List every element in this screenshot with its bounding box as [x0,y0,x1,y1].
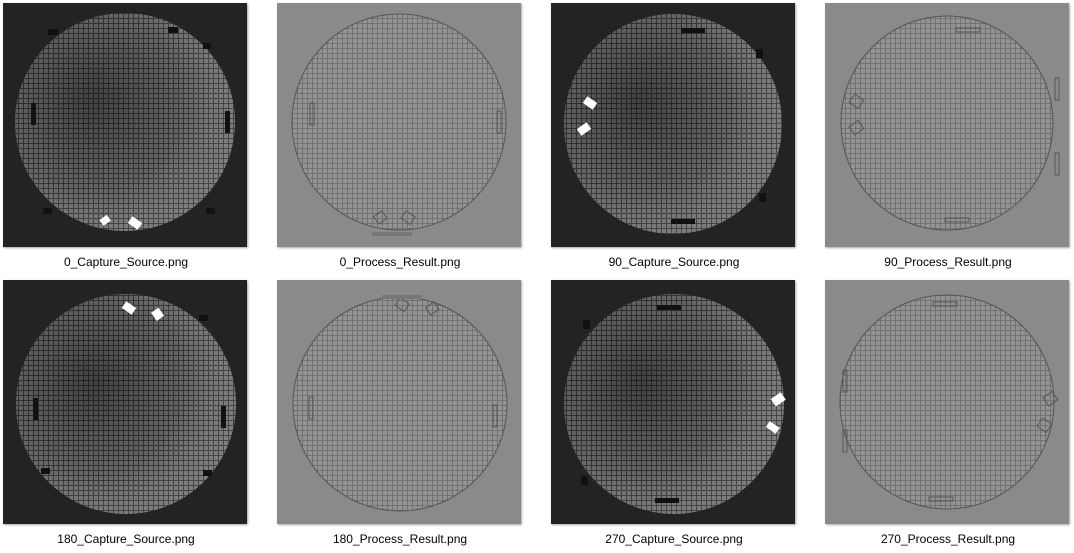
file-item-270-capture-source[interactable]: 270_Capture_Source.png [548,277,795,553]
wafer-image [16,294,236,514]
wafer-image [840,15,1060,231]
thumbnail-image[interactable] [551,3,795,247]
wafer-image [291,13,507,236]
file-item-0-process-result[interactable]: 0_Process_Result.png [274,0,521,276]
thumbnail-image[interactable] [825,3,1069,247]
file-name-label: 180_Process_Result.png [332,532,468,546]
file-item-180-capture-source[interactable]: 180_Capture_Source.png [0,277,247,553]
file-name-label: 0_Capture_Source.png [63,255,189,269]
thumbnail-image[interactable] [825,280,1069,524]
file-name-label: 0_Process_Result.png [339,255,461,269]
file-name-label: 270_Capture_Source.png [605,532,743,546]
thumbnail-image[interactable] [277,280,521,524]
file-item-90-process-result[interactable]: 90_Process_Result.png [822,0,1069,276]
file-name-label: 90_Process_Result.png [884,255,1012,269]
thumbnail-image[interactable] [551,280,795,524]
file-item-180-process-result[interactable]: 180_Process_Result.png [274,277,521,553]
wafer-image [15,13,235,231]
file-item-90-capture-source[interactable]: 90_Capture_Source.png [548,0,795,276]
file-name-label: 180_Capture_Source.png [57,532,195,546]
file-item-0-capture-source[interactable]: 0_Capture_Source.png [0,0,247,276]
wafer-image [564,14,782,234]
file-item-270-process-result[interactable]: 270_Process_Result.png [822,277,1069,553]
thumbnail-image[interactable] [277,3,521,247]
file-name-label: 90_Capture_Source.png [608,255,740,269]
wafer-image [292,295,508,512]
wafer-image [839,294,1059,510]
wafer-image [564,294,786,514]
thumbnail-image[interactable] [3,280,247,524]
thumbnail-image[interactable] [3,3,247,247]
file-name-label: 270_Process_Result.png [880,532,1016,546]
